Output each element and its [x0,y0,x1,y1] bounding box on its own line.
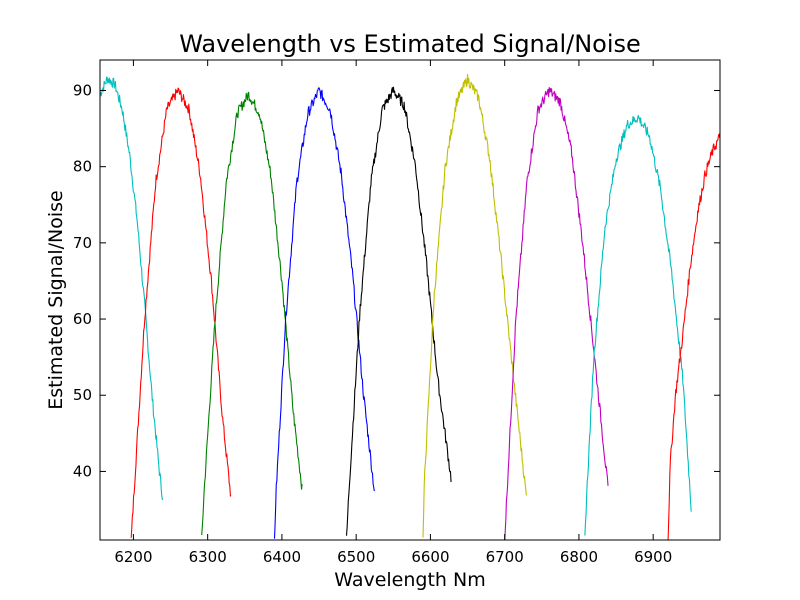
y-axis-label: Estimated Signal/Noise [45,190,67,410]
x-tick-label: 6600 [411,548,449,566]
series-line-order-1 [100,76,164,501]
x-axis-label: Wavelength Nm [334,569,485,591]
series-line-order-8 [584,114,692,536]
tick-layer: 6200 6300 6400 6500 6600 6700 6800 6900 40 50 60 70… [73,60,720,566]
series-layer [100,73,720,540]
y-tick-label: 40 [73,462,92,480]
y-tick-label: 90 [73,81,92,99]
series-line-order-5 [345,86,452,536]
y-tick-label: 60 [73,310,92,328]
x-tick-label: 6200 [114,548,152,566]
x-tick-label: 6500 [337,548,375,566]
x-tick-label: 6400 [263,548,301,566]
y-tick-label: 80 [73,158,92,176]
x-tick-label: 6700 [486,548,524,566]
plot-frame [99,59,721,541]
x-tick-label: 6800 [560,548,598,566]
series-line-order-6 [422,73,527,538]
series-line-order-7 [504,87,609,540]
y-tick-label: 70 [73,234,92,252]
series-line-order-9 [667,133,720,540]
y-tick-label: 50 [73,386,92,404]
series-line-order-3 [201,91,303,536]
x-tick-label: 6900 [634,548,672,566]
series-line-order-4 [273,87,375,539]
x-tick-label: 6300 [189,548,227,566]
chart-title: Wavelength vs Estimated Signal/Noise [179,30,641,58]
series-line-order-2 [130,87,232,538]
